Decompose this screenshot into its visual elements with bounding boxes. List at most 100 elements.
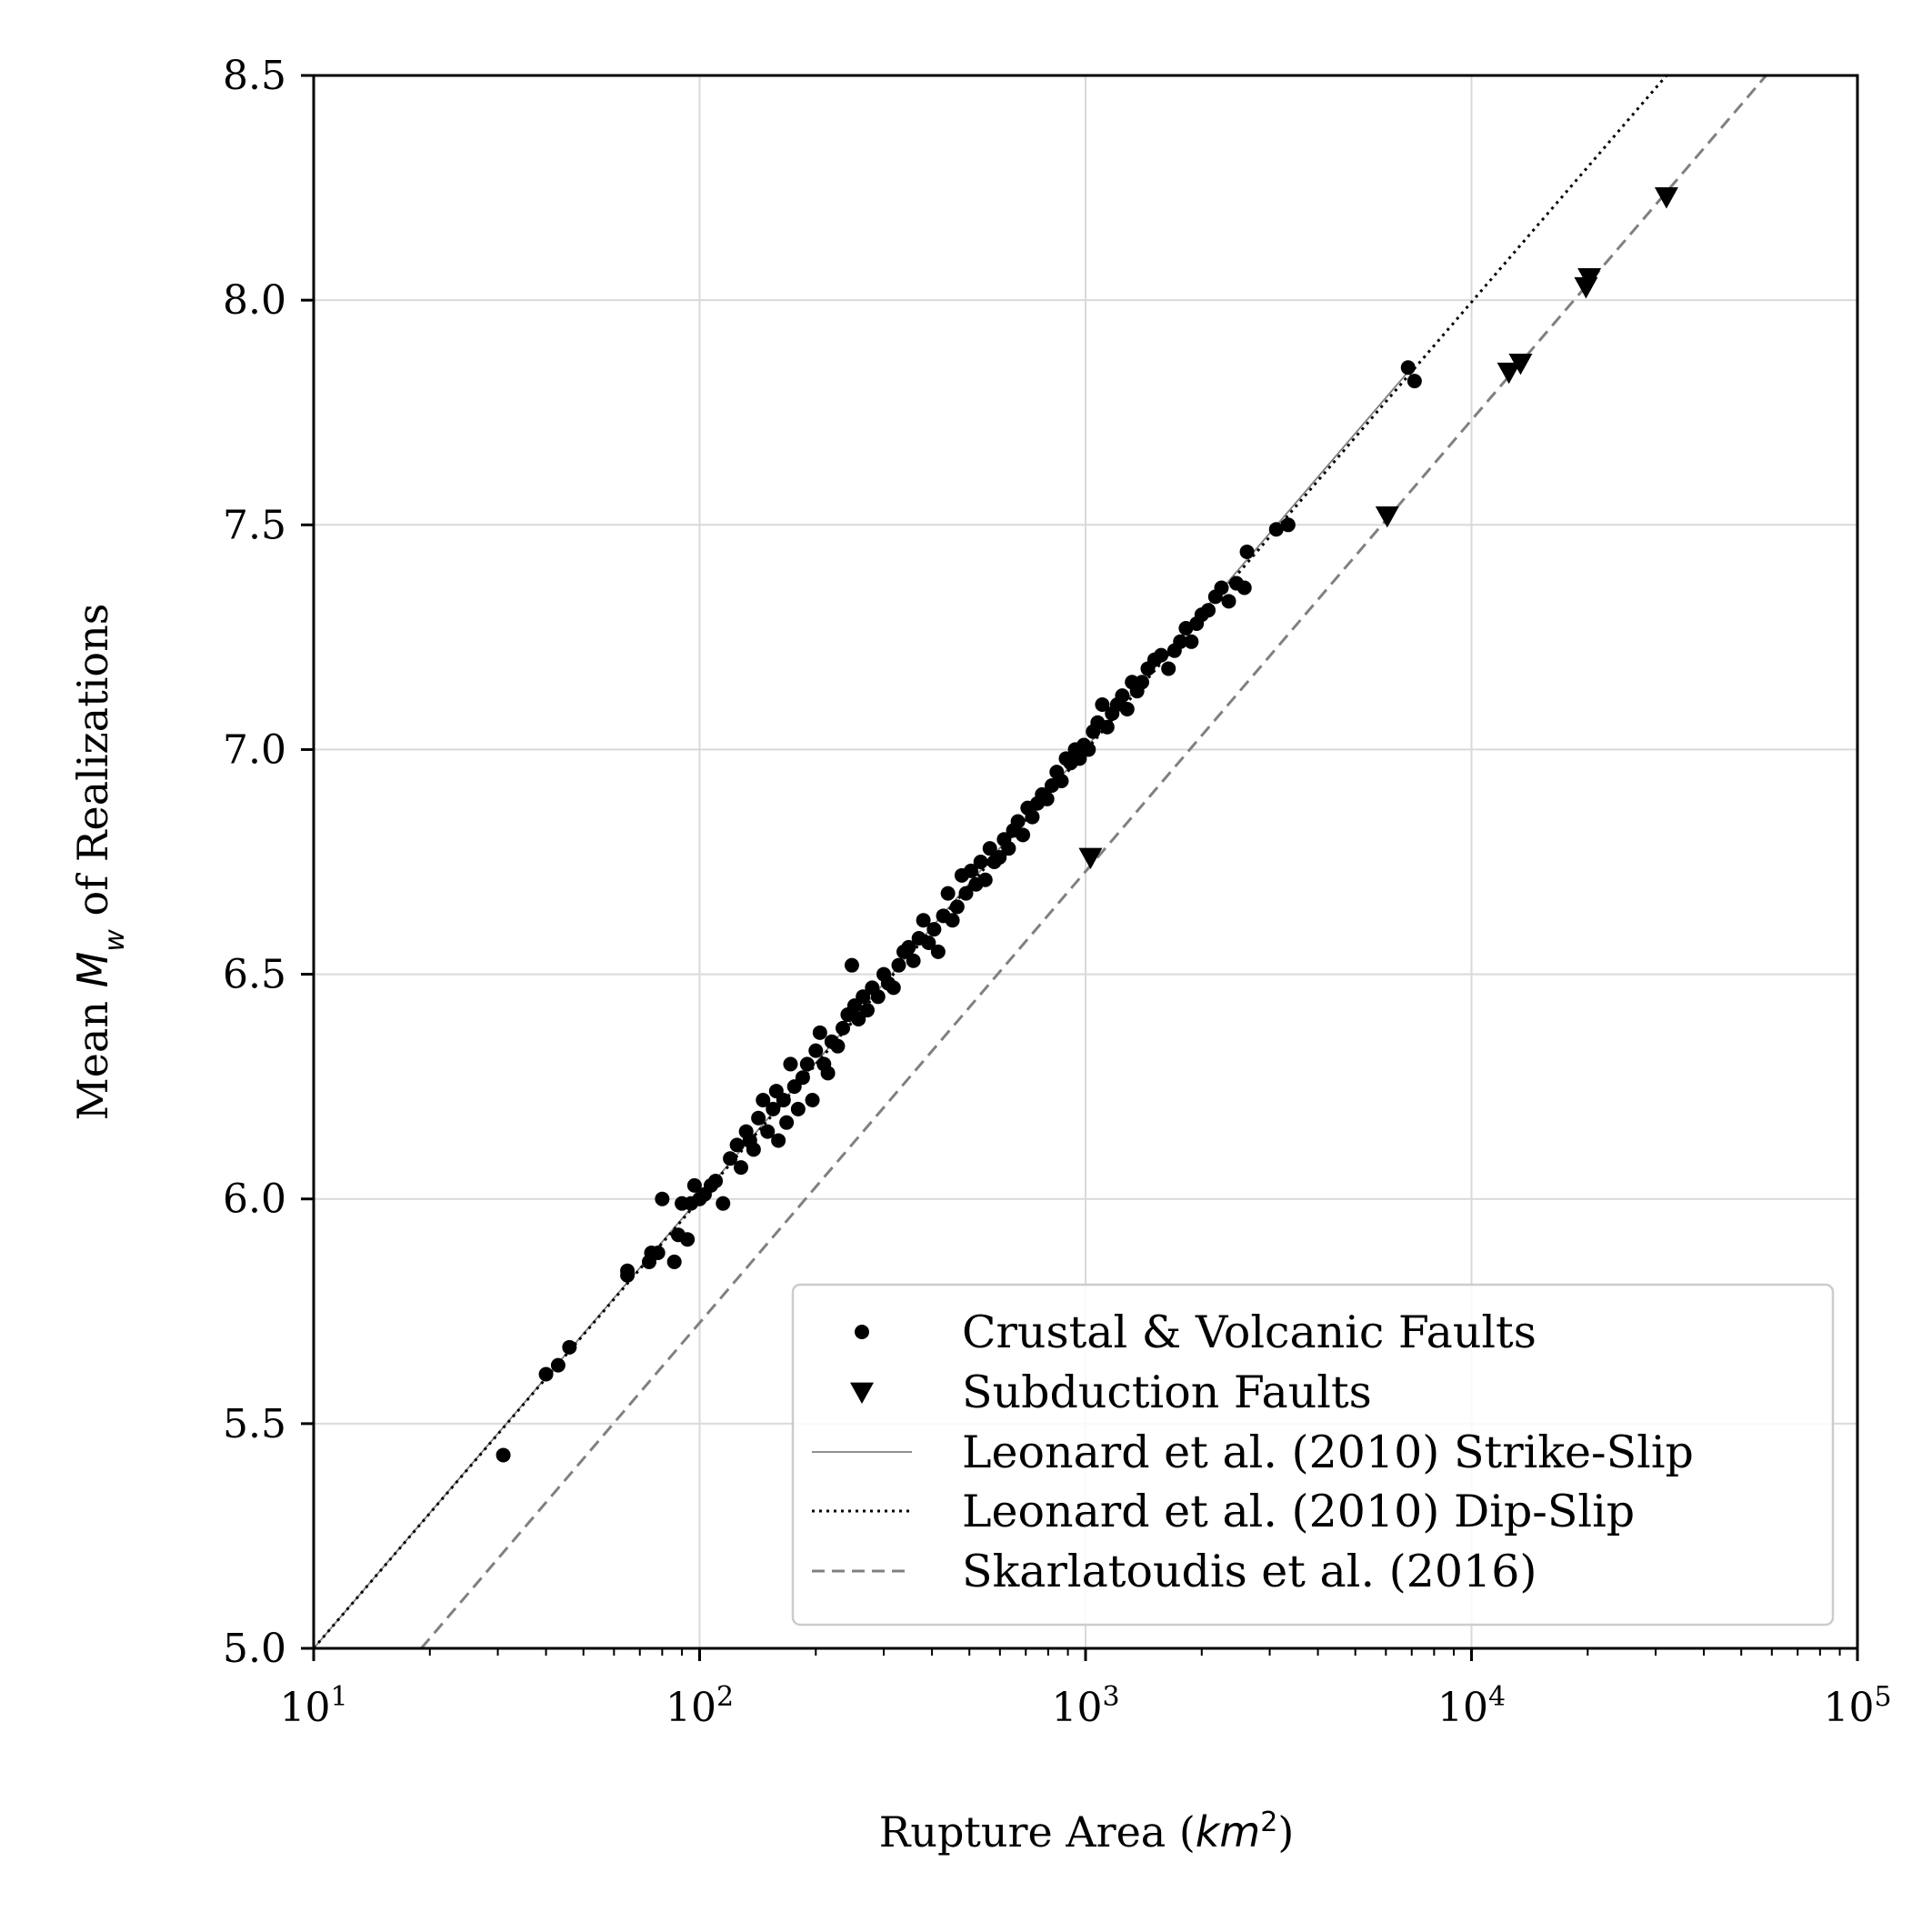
legend-marker-triangle [850, 1382, 874, 1404]
crustal-point [940, 886, 956, 901]
crustal-point [949, 899, 965, 915]
crustal-point [982, 841, 997, 856]
crustal-point [1072, 751, 1087, 766]
crustal-point [973, 855, 988, 869]
crustal-point [1081, 742, 1096, 757]
crustal-point [1406, 374, 1422, 389]
crustal-point [856, 989, 871, 1005]
crustal-point [1221, 594, 1236, 609]
crustal-point [916, 913, 931, 928]
crustal-point [1016, 827, 1031, 843]
legend: Crustal & Volcanic Faults Subduction Faul… [791, 1283, 1835, 1627]
crustal-point [1010, 814, 1026, 829]
crustal-point [851, 1012, 866, 1026]
crustal-point [820, 1066, 836, 1081]
crustal-point [1135, 675, 1150, 690]
crustal-point [812, 1025, 827, 1040]
crustal-point [756, 1092, 771, 1107]
crustal-point [1054, 774, 1069, 789]
crustal-point [1201, 603, 1216, 618]
crustal-point [751, 1110, 766, 1126]
crustal-point [1115, 688, 1130, 704]
crustal-point [771, 1133, 786, 1148]
crustal-point [1236, 580, 1252, 596]
subduction-point [1508, 353, 1533, 375]
crustal-point [830, 1038, 846, 1054]
crustal-point [799, 1056, 815, 1072]
subduction-point [1375, 506, 1399, 528]
crustal-point [859, 1003, 875, 1018]
crustal-point [620, 1263, 636, 1278]
crustal-point [650, 1246, 666, 1261]
crustal-point [723, 1151, 738, 1166]
x-tick-label: 105 [1823, 1681, 1891, 1732]
crustal-point [808, 1043, 824, 1058]
crustal-point [1025, 809, 1040, 825]
crustal-point [776, 1092, 791, 1107]
crustal-point [655, 1191, 670, 1206]
y-axis-label: Mean Mw of Realizations [68, 604, 131, 1121]
crustal-point [1099, 719, 1115, 735]
crustal-point [945, 913, 960, 928]
crustal-point [921, 935, 936, 950]
crustal-point [708, 1173, 724, 1188]
legend-label: Skarlatoudis et al. (2016) [962, 1546, 1537, 1597]
y-tick-label: 6.5 [223, 952, 286, 998]
crustal-point [870, 989, 886, 1005]
x-tick-label: 102 [666, 1681, 734, 1732]
crustal-point [992, 850, 1007, 866]
crustal-point [746, 1142, 761, 1157]
crustal-point [964, 863, 979, 878]
crustal-point [538, 1366, 554, 1382]
legend-marker-circle [855, 1325, 869, 1339]
crustal-point [795, 1070, 810, 1086]
crustal-point [783, 1056, 798, 1072]
y-tick-label: 7.5 [223, 502, 286, 548]
crustal-point [1154, 647, 1169, 663]
axis-ticks: 101 102 103 104 105 5.0 5.5 6.0 6.5 7.0 7.5 8.0 8.5 [223, 53, 1892, 1731]
crustal-point [930, 944, 946, 959]
subduction-point [1497, 362, 1521, 385]
y-tick-label: 8.5 [223, 53, 286, 99]
crustal-point [680, 1232, 696, 1247]
crustal-point [844, 957, 859, 973]
crustal-point [906, 953, 921, 968]
crustal-point [562, 1339, 577, 1355]
crustal-point [1280, 517, 1296, 533]
crustal-point [1039, 791, 1055, 806]
crustal-point [836, 1020, 851, 1036]
crustal-point [1095, 697, 1110, 712]
crustal-point [1161, 661, 1176, 676]
legend-label: Leonard et al. (2010) Dip-Slip [962, 1486, 1635, 1537]
crustal-point [1001, 841, 1016, 856]
crustal-point [1239, 544, 1255, 559]
x-tick-label: 103 [1051, 1681, 1119, 1732]
crustal-point [901, 939, 916, 955]
crustal-point [790, 1101, 806, 1116]
x-tick-label: 101 [279, 1681, 347, 1732]
crustal-point [1184, 634, 1199, 649]
y-tick-label: 7.0 [223, 726, 286, 773]
subduction-point [1654, 187, 1678, 209]
crustal-point [779, 1115, 795, 1130]
crustal-point [958, 886, 974, 901]
crustal-point [1268, 522, 1284, 537]
crustal-point [1214, 580, 1229, 596]
crustal-point [734, 1160, 749, 1176]
crustal-point [1119, 701, 1135, 716]
legend-box [791, 1283, 1835, 1627]
crustal-point [886, 980, 901, 996]
crustal-point [805, 1092, 820, 1107]
crustal-point [766, 1101, 781, 1116]
y-tick-label: 5.0 [223, 1626, 286, 1672]
y-tick-label: 6.0 [223, 1176, 286, 1223]
crustal-point [977, 872, 993, 887]
legend-entries: Crustal & Volcanic Faults Subduction Faul… [812, 1306, 1694, 1597]
line-skarlatoudis-et-al-2016- [420, 75, 1767, 1648]
x-tick-label: 104 [1437, 1681, 1506, 1732]
y-tick-label: 8.0 [223, 277, 286, 324]
crustal-point [550, 1357, 566, 1373]
crustal-point [716, 1196, 731, 1211]
crustal-point [729, 1137, 745, 1153]
